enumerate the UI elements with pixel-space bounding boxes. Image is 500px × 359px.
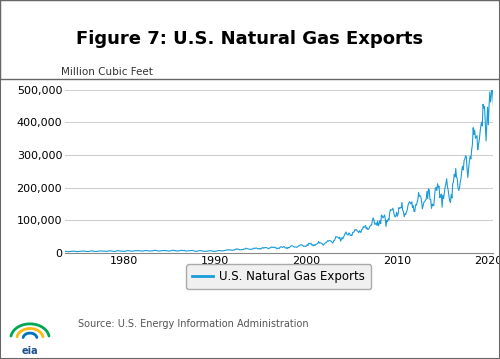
Text: eia: eia <box>22 346 38 355</box>
Legend: U.S. Natural Gas Exports: U.S. Natural Gas Exports <box>186 264 371 289</box>
Text: Source: U.S. Energy Information Administration: Source: U.S. Energy Information Administ… <box>78 320 308 330</box>
Text: Million Cubic Feet: Million Cubic Feet <box>60 67 152 77</box>
Text: Figure 7: U.S. Natural Gas Exports: Figure 7: U.S. Natural Gas Exports <box>76 31 424 48</box>
